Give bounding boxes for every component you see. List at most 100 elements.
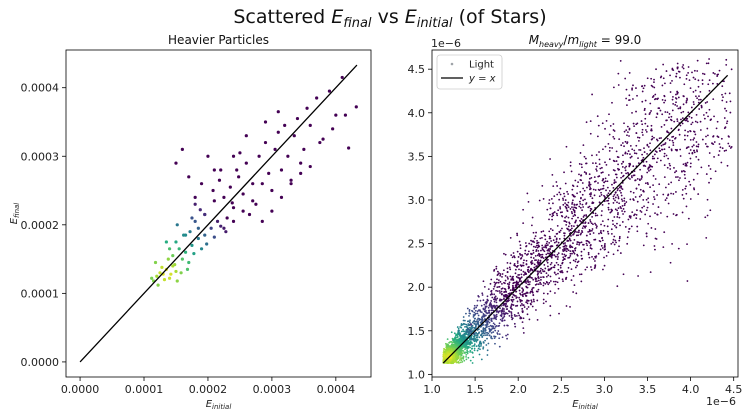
- right-scatter-point: [565, 215, 568, 218]
- right-scatter-point: [676, 105, 678, 107]
- right-scatter-point: [649, 215, 651, 218]
- right-scatter-point: [523, 306, 526, 308]
- left-scatter-point: [305, 106, 309, 110]
- right-scatter-point: [566, 210, 569, 212]
- right-scatter-point: [548, 235, 551, 238]
- right-scatter-point: [576, 254, 579, 257]
- right-scatter-point: [503, 252, 505, 255]
- right-scatter-point: [622, 160, 625, 163]
- right-scatter-point: [607, 208, 610, 211]
- right-scatter-point: [649, 271, 652, 274]
- right-scatter-point: [692, 76, 695, 79]
- right-scatter-point: [511, 284, 514, 287]
- right-scatter-point: [521, 307, 524, 310]
- right-scatter-point: [671, 139, 674, 142]
- right-scatter-point: [572, 259, 575, 262]
- right-scatter-point: [522, 288, 524, 291]
- right-scatter-point: [621, 142, 624, 144]
- right-scatter-point: [650, 77, 653, 80]
- right-x-tick-label: 4.5: [725, 383, 743, 396]
- right-scatter-point: [691, 145, 694, 148]
- right-scatter-point: [537, 288, 540, 291]
- right-scatter-point: [649, 168, 652, 171]
- right-scatter-point: [638, 136, 641, 139]
- right-y-tick-label: 2.0: [408, 281, 426, 294]
- right-scatter-point: [614, 191, 617, 194]
- right-scatter-point: [607, 202, 610, 205]
- left-y-tick-label: 0.0000: [21, 356, 60, 369]
- right-scatter-point: [698, 95, 700, 98]
- right-scatter-point: [689, 130, 692, 133]
- right-scatter-point: [689, 198, 692, 200]
- right-scatter-point: [649, 142, 651, 145]
- right-scatter-point: [530, 301, 533, 303]
- right-scatter-point: [514, 264, 517, 267]
- right-scatter-point: [728, 92, 731, 95]
- right-scatter-point: [612, 123, 615, 125]
- right-scatter-point: [651, 157, 654, 160]
- right-scatter-point: [571, 212, 574, 215]
- right-scatter-point: [493, 269, 495, 272]
- right-scatter-point: [450, 331, 453, 334]
- right-scatter-point: [482, 346, 485, 349]
- right-scatter-point: [575, 203, 578, 206]
- right-scatter-point: [529, 291, 532, 294]
- right-scatter-point: [707, 83, 710, 86]
- left-scatter-point: [283, 123, 287, 128]
- right-scatter-point: [709, 168, 712, 170]
- right-scatter-point: [573, 203, 576, 206]
- right-scatter-point: [653, 198, 656, 201]
- right-scatter-point: [497, 281, 500, 284]
- right-scatter-point: [574, 260, 577, 263]
- right-scatter-point: [668, 139, 671, 142]
- right-scatter-point: [465, 358, 468, 361]
- right-scatter-point: [505, 308, 508, 311]
- right-scatter-point: [450, 349, 453, 352]
- left-scatter-point: [206, 154, 210, 158]
- right-scatter-point: [636, 122, 639, 125]
- right-scatter-point: [542, 292, 545, 295]
- right-scatter-point: [519, 300, 522, 303]
- right-scatter-point: [635, 144, 638, 147]
- right-scatter-point: [578, 273, 581, 276]
- right-scatter-point: [495, 265, 498, 268]
- right-scatter-point: [561, 278, 564, 281]
- right-scatter-point: [520, 302, 523, 305]
- right-scatter-point: [585, 162, 587, 165]
- right-scatter-point: [477, 320, 480, 323]
- right-scatter-point: [635, 110, 637, 113]
- right-scatter-point: [478, 332, 480, 334]
- right-scatter-point: [693, 188, 696, 191]
- right-scatter-point: [464, 325, 466, 328]
- right-scatter-point: [499, 274, 502, 277]
- right-scatter-point: [473, 317, 476, 320]
- right-x-tick-label: 3.5: [639, 383, 657, 396]
- right-scatter-point: [689, 157, 692, 160]
- right-scatter-point: [498, 290, 501, 292]
- right-scatter-point: [629, 178, 631, 180]
- right-scatter-point: [564, 216, 566, 219]
- right-scatter-point: [672, 213, 675, 215]
- right-scatter-point: [476, 312, 479, 315]
- right-scatter-point: [559, 229, 562, 232]
- right-scatter-point: [467, 331, 470, 334]
- left-scatter-point: [260, 219, 264, 223]
- right-scatter-point: [597, 252, 600, 255]
- right-scatter-point: [690, 116, 693, 119]
- right-scatter-point: [625, 201, 628, 203]
- right-scatter-point: [536, 290, 539, 293]
- right-scatter-point: [716, 82, 719, 85]
- right-scatter-point: [557, 287, 560, 290]
- right-scatter-point: [618, 216, 621, 219]
- right-scatter-point: [581, 166, 583, 169]
- right-scatter-point: [525, 272, 528, 275]
- right-scatter-point: [574, 247, 576, 250]
- right-scatter-point: [672, 144, 675, 147]
- right-scatter-point: [484, 314, 487, 317]
- right-scatter-point: [626, 236, 629, 239]
- right-scatter-point: [585, 121, 588, 124]
- right-scatter-point: [658, 150, 661, 152]
- right-scatter-point: [716, 135, 719, 138]
- right-scatter-point: [662, 77, 665, 80]
- right-scatter-point: [549, 263, 552, 266]
